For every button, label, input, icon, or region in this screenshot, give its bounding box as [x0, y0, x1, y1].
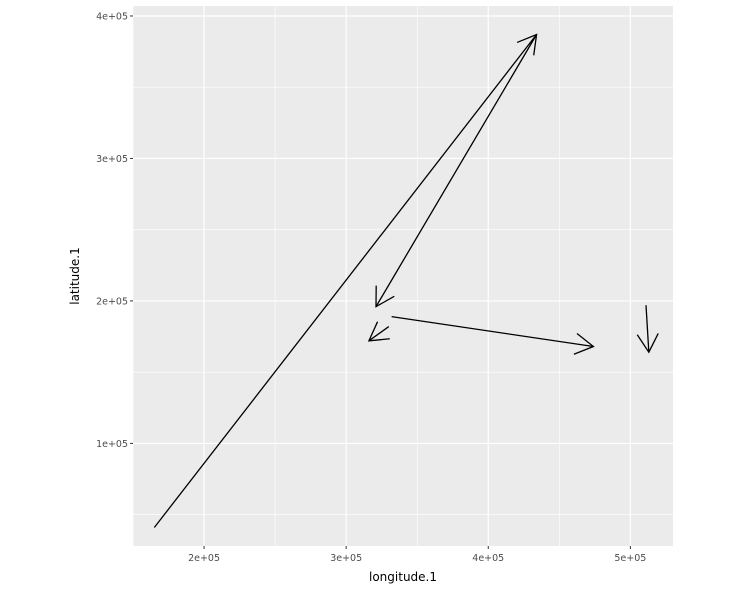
- x-axis-title: longitude.1: [369, 570, 437, 584]
- y-tick-label: 4e+05: [96, 11, 128, 22]
- y-tick-label: 2e+05: [96, 296, 128, 307]
- arrow-shaft: [153, 34, 538, 528]
- tick-labels: 2e+05 3e+05 4e+05 5e+05 1e+05 2e+05 3e+05 4e+05: [96, 11, 646, 564]
- arrow-head: [375, 285, 395, 308]
- axis-ticks: [130, 15, 631, 549]
- arrows: [153, 33, 659, 528]
- arrow: [375, 34, 538, 308]
- y-axis-title: latitude.1: [68, 247, 82, 305]
- x-tick-label: 4e+05: [472, 553, 504, 564]
- y-tick-label: 1e+05: [96, 439, 128, 450]
- plot-panel: [133, 6, 673, 546]
- y-tick-label: 3e+05: [96, 154, 128, 165]
- grid-minor: [132, 6, 673, 546]
- arrow-shaft: [391, 315, 594, 348]
- x-tick-label: 2e+05: [188, 553, 220, 564]
- arrow-head: [636, 333, 659, 354]
- arrow: [367, 321, 390, 342]
- arrow-shaft: [645, 305, 650, 353]
- arrow-shaft: [368, 326, 390, 342]
- arrow-head: [573, 332, 595, 355]
- arrow-shaft: [375, 34, 538, 307]
- x-tick-label: 5e+05: [614, 553, 646, 564]
- x-tick-label: 3e+05: [330, 553, 362, 564]
- arrow: [636, 305, 659, 354]
- arrow: [391, 315, 595, 355]
- arrow-head: [367, 321, 390, 342]
